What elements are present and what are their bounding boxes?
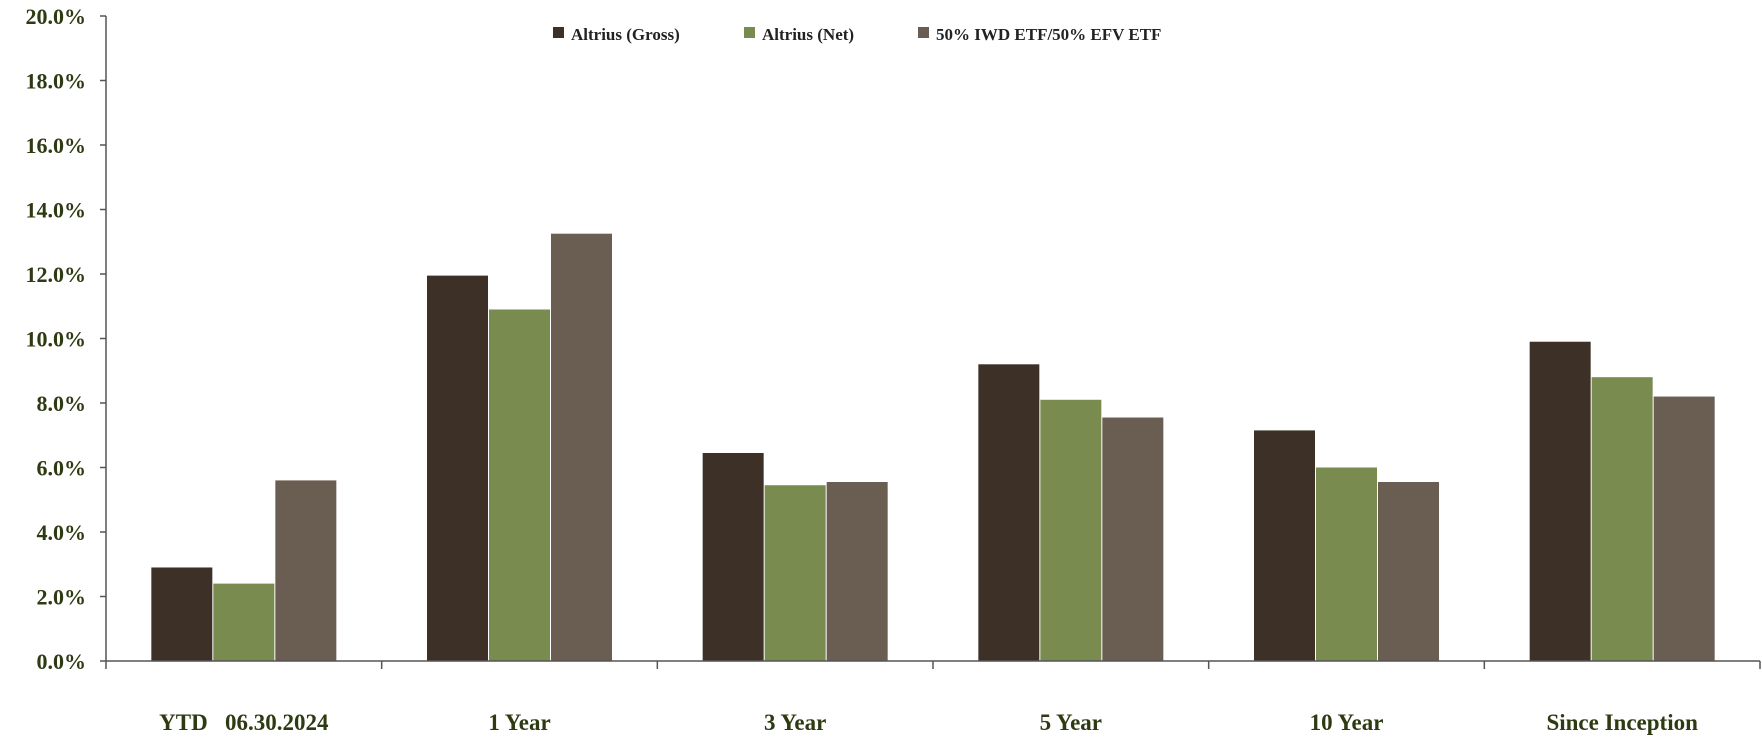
y-tick-label: 2.0% [37, 585, 87, 610]
bar [489, 309, 550, 661]
category-label: YTD 06.30.2024 [159, 710, 329, 735]
y-tick-label: 6.0% [37, 456, 87, 481]
bar [764, 485, 826, 661]
y-tick-label: 12.0% [26, 262, 87, 287]
y-tick-label: 14.0% [26, 198, 87, 223]
bar [978, 364, 1040, 661]
y-axis: 0.0% 2.0% 4.0% 6.0% 8.0% 10.0% 12.0% 14.0% 16.0%… [26, 4, 107, 674]
bar [213, 583, 275, 661]
bar [1653, 396, 1715, 661]
bars [151, 233, 1715, 661]
y-tick-label: 20.0% [26, 4, 87, 29]
category-label: 10 Year [1310, 710, 1384, 735]
legend-swatch [918, 27, 929, 38]
bar [1378, 482, 1439, 661]
legend: Altrius (Gross) Altrius (Net) 50% IWD ETF/… [553, 25, 1161, 44]
legend-label: Altrius (Gross) [571, 25, 680, 44]
bar [826, 482, 888, 661]
bar [427, 275, 488, 661]
y-tick-label: 8.0% [37, 391, 87, 416]
bar [1040, 399, 1102, 661]
bar [551, 233, 612, 661]
bar [1529, 341, 1591, 661]
category-label: Since Inception [1546, 710, 1698, 735]
y-tick-label: 0.0% [37, 649, 87, 674]
x-axis: YTD 06.30.2024 1 Year 3 Year 5 Year 10 Year S… [105, 660, 1761, 735]
legend-label: Altrius (Net) [762, 25, 854, 44]
category-label: 5 Year [1040, 710, 1102, 735]
bar [702, 452, 764, 661]
legend-label: 50% IWD ETF/50% EFV ETF [936, 25, 1161, 44]
legend-swatch [744, 27, 755, 38]
bar [1591, 377, 1653, 661]
legend-swatch [553, 27, 564, 38]
bar [1254, 430, 1315, 661]
y-tick-label: 4.0% [37, 520, 87, 545]
bar [1102, 417, 1164, 661]
category-label: 1 Year [488, 710, 550, 735]
y-tick-label: 16.0% [26, 133, 87, 158]
category-label: 3 Year [764, 710, 826, 735]
y-tick-label: 10.0% [26, 327, 87, 352]
bar [151, 567, 213, 661]
bar [275, 480, 337, 661]
bar [1316, 467, 1377, 661]
y-tick-label: 18.0% [26, 69, 87, 94]
